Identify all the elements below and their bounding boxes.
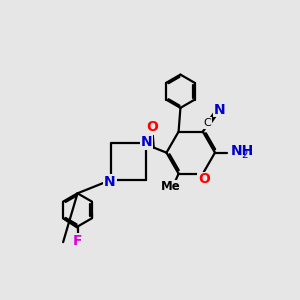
Text: N: N (214, 103, 225, 116)
Text: C: C (204, 118, 211, 128)
Text: 2: 2 (242, 150, 248, 161)
Text: O: O (147, 121, 158, 134)
Text: N: N (141, 135, 153, 149)
Text: N: N (104, 175, 116, 189)
Text: NH: NH (230, 144, 254, 158)
Text: Me: Me (160, 181, 180, 194)
Text: F: F (73, 234, 82, 248)
Text: O: O (198, 172, 210, 186)
